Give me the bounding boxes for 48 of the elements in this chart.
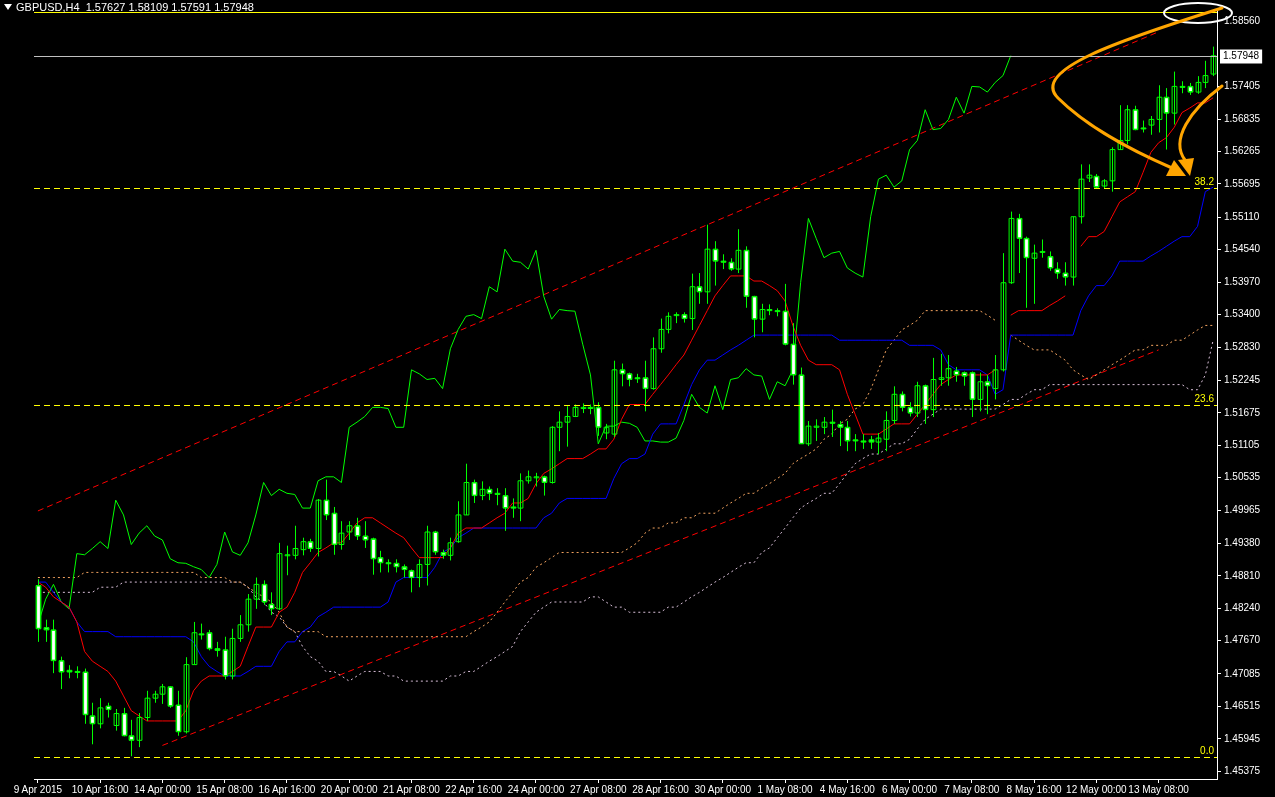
y-tick-label: 1.56265 (1224, 145, 1261, 157)
y-tick-label: 1.45945 (1224, 732, 1261, 744)
y-tick-label: 1.53400 (1224, 308, 1261, 320)
annotation: 23.6 (1194, 392, 1215, 404)
x-tick-label: 9 Apr 2015 (13, 783, 63, 795)
y-tick-label: 1.51105 (1224, 438, 1260, 450)
y-tick-label: 1.48240 (1224, 602, 1261, 614)
x-tick-label: 7 May 08:00 (944, 783, 1000, 795)
y-tick-label: 1.46515 (1224, 700, 1261, 712)
y-tick-label: 1.58560 (1224, 14, 1261, 26)
x-tick-label: 13 May 08:00 (1128, 783, 1190, 795)
x-tick-label: 4 May 16:00 (819, 783, 876, 795)
annotation: 0.0 (1200, 745, 1215, 757)
y-tick-label: 1.45375 (1224, 765, 1261, 777)
candlestick (1210, 46, 1217, 77)
x-tick-label: 8 May 16:00 (1006, 783, 1063, 795)
y-tick-label: 1.47085 (1224, 667, 1261, 679)
y-tick-label: 1.52245 (1224, 374, 1261, 386)
x-tick-label: 24 Apr 00:00 (507, 783, 565, 795)
x-tick-label: 20 Apr 00:00 (320, 783, 378, 795)
y-tick-label: 1.52830 (1224, 340, 1261, 352)
y-tick-label: 1.53970 (1224, 275, 1261, 287)
y-tick-label: 1.49380 (1224, 537, 1261, 549)
ref-line-label: 1.57948 (1223, 50, 1260, 62)
x-tick-label: 22 Apr 16:00 (445, 783, 503, 795)
x-tick-label: 10 Apr 16:00 (71, 783, 129, 795)
annotation: 38.2 (1194, 176, 1215, 188)
x-tick-label: 16 Apr 16:00 (258, 783, 316, 795)
y-tick-label: 1.57405 (1224, 80, 1261, 92)
y-tick-label: 1.56835 (1224, 112, 1261, 124)
y-tick-label: 1.54540 (1224, 243, 1261, 255)
y-tick-label: 1.55695 (1224, 177, 1261, 189)
x-tick-label: 21 Apr 08:00 (383, 783, 441, 795)
y-tick-label: 1.49965 (1224, 503, 1261, 515)
x-tick-label: 30 Apr 00:00 (694, 783, 752, 795)
y-tick-label: 1.51675 (1224, 406, 1261, 418)
x-tick-label: 27 Apr 08:00 (569, 783, 628, 795)
y-tick-label: 1.50535 (1224, 471, 1261, 483)
y-tick-label: 1.55110 (1224, 211, 1260, 223)
x-tick-label: 14 Apr 00:00 (134, 783, 192, 795)
x-tick-label: 1 May 08:00 (757, 783, 813, 795)
x-tick-label: 15 Apr 08:00 (196, 783, 254, 795)
x-tick-label: 12 May 00:00 (1066, 783, 1128, 795)
x-tick-label: 6 May 00:00 (882, 783, 938, 795)
x-tick-label: 28 Apr 16:00 (632, 783, 690, 795)
chart-title: GBPUSD,H4 1.57627 1.58109 1.57591 1.57948 (16, 1, 254, 13)
y-tick-label: 1.47670 (1224, 634, 1261, 646)
y-tick-label: 1.48810 (1224, 569, 1261, 581)
